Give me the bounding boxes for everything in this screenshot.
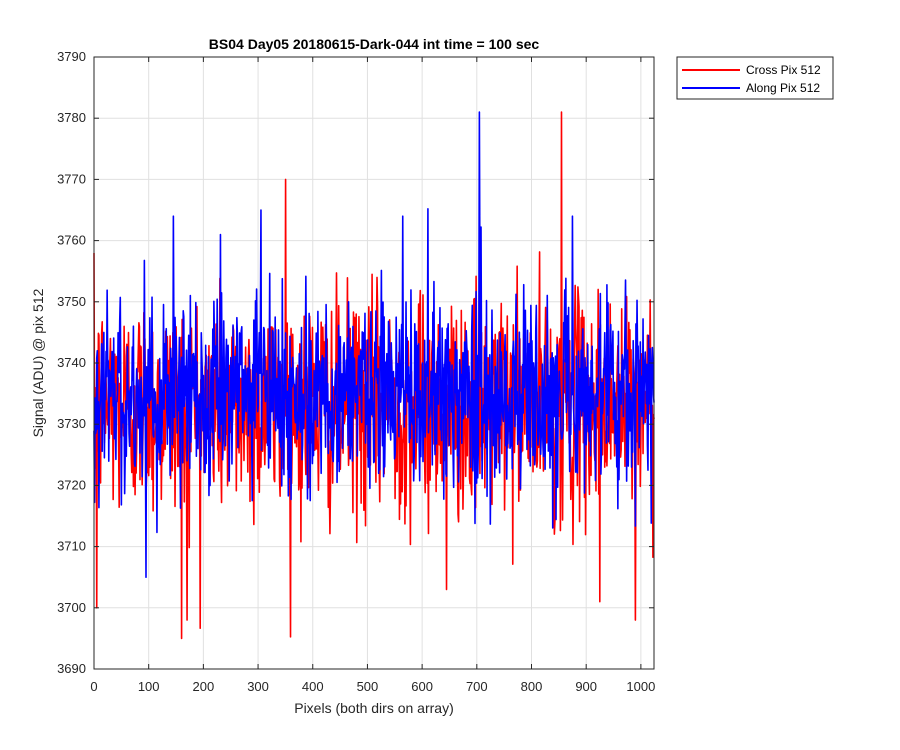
axis-ticks: 0 100 200 300 400 500 600 700 800 900 1000 3690 3700…: [57, 49, 655, 694]
y-tick-label: 3710: [57, 539, 86, 554]
x-tick-label: 900: [575, 679, 597, 694]
y-tick-label: 3720: [57, 477, 86, 492]
y-tick-label: 3740: [57, 355, 86, 370]
y-tick-label: 3730: [57, 416, 86, 431]
y-tick-label: 3690: [57, 661, 86, 676]
x-tick-label: 700: [466, 679, 488, 694]
y-tick-label: 3700: [57, 600, 86, 615]
y-tick-label: 3770: [57, 171, 86, 186]
x-tick-label: 800: [521, 679, 543, 694]
legend-label-along: Along Pix 512: [746, 81, 820, 95]
x-tick-label: 500: [357, 679, 379, 694]
x-tick-label: 0: [90, 679, 97, 694]
y-tick-label: 3790: [57, 49, 86, 64]
y-tick-label: 3780: [57, 110, 86, 125]
y-tick-label: 3750: [57, 294, 86, 309]
x-tick-label: 100: [138, 679, 160, 694]
legend-label-cross: Cross Pix 512: [746, 63, 821, 77]
y-axis-title: Signal (ADU) @ pix 512: [30, 288, 46, 437]
x-tick-label: 400: [302, 679, 324, 694]
series-line-along-pix-512: [93, 111, 655, 578]
x-tick-label: 600: [411, 679, 433, 694]
legend[interactable]: Cross Pix 512 Along Pix 512: [676, 56, 834, 100]
x-tick-label: 200: [193, 679, 215, 694]
chart-title: BS04 Day05 20180615-Dark-044 int time = …: [209, 36, 540, 52]
data-series: [93, 111, 655, 640]
x-axis-title: Pixels (both dirs on array): [294, 700, 454, 716]
x-tick-label: 300: [247, 679, 269, 694]
y-tick-label: 3760: [57, 233, 86, 248]
x-tick-label: 1000: [626, 679, 655, 694]
legend-box: [676, 56, 834, 100]
